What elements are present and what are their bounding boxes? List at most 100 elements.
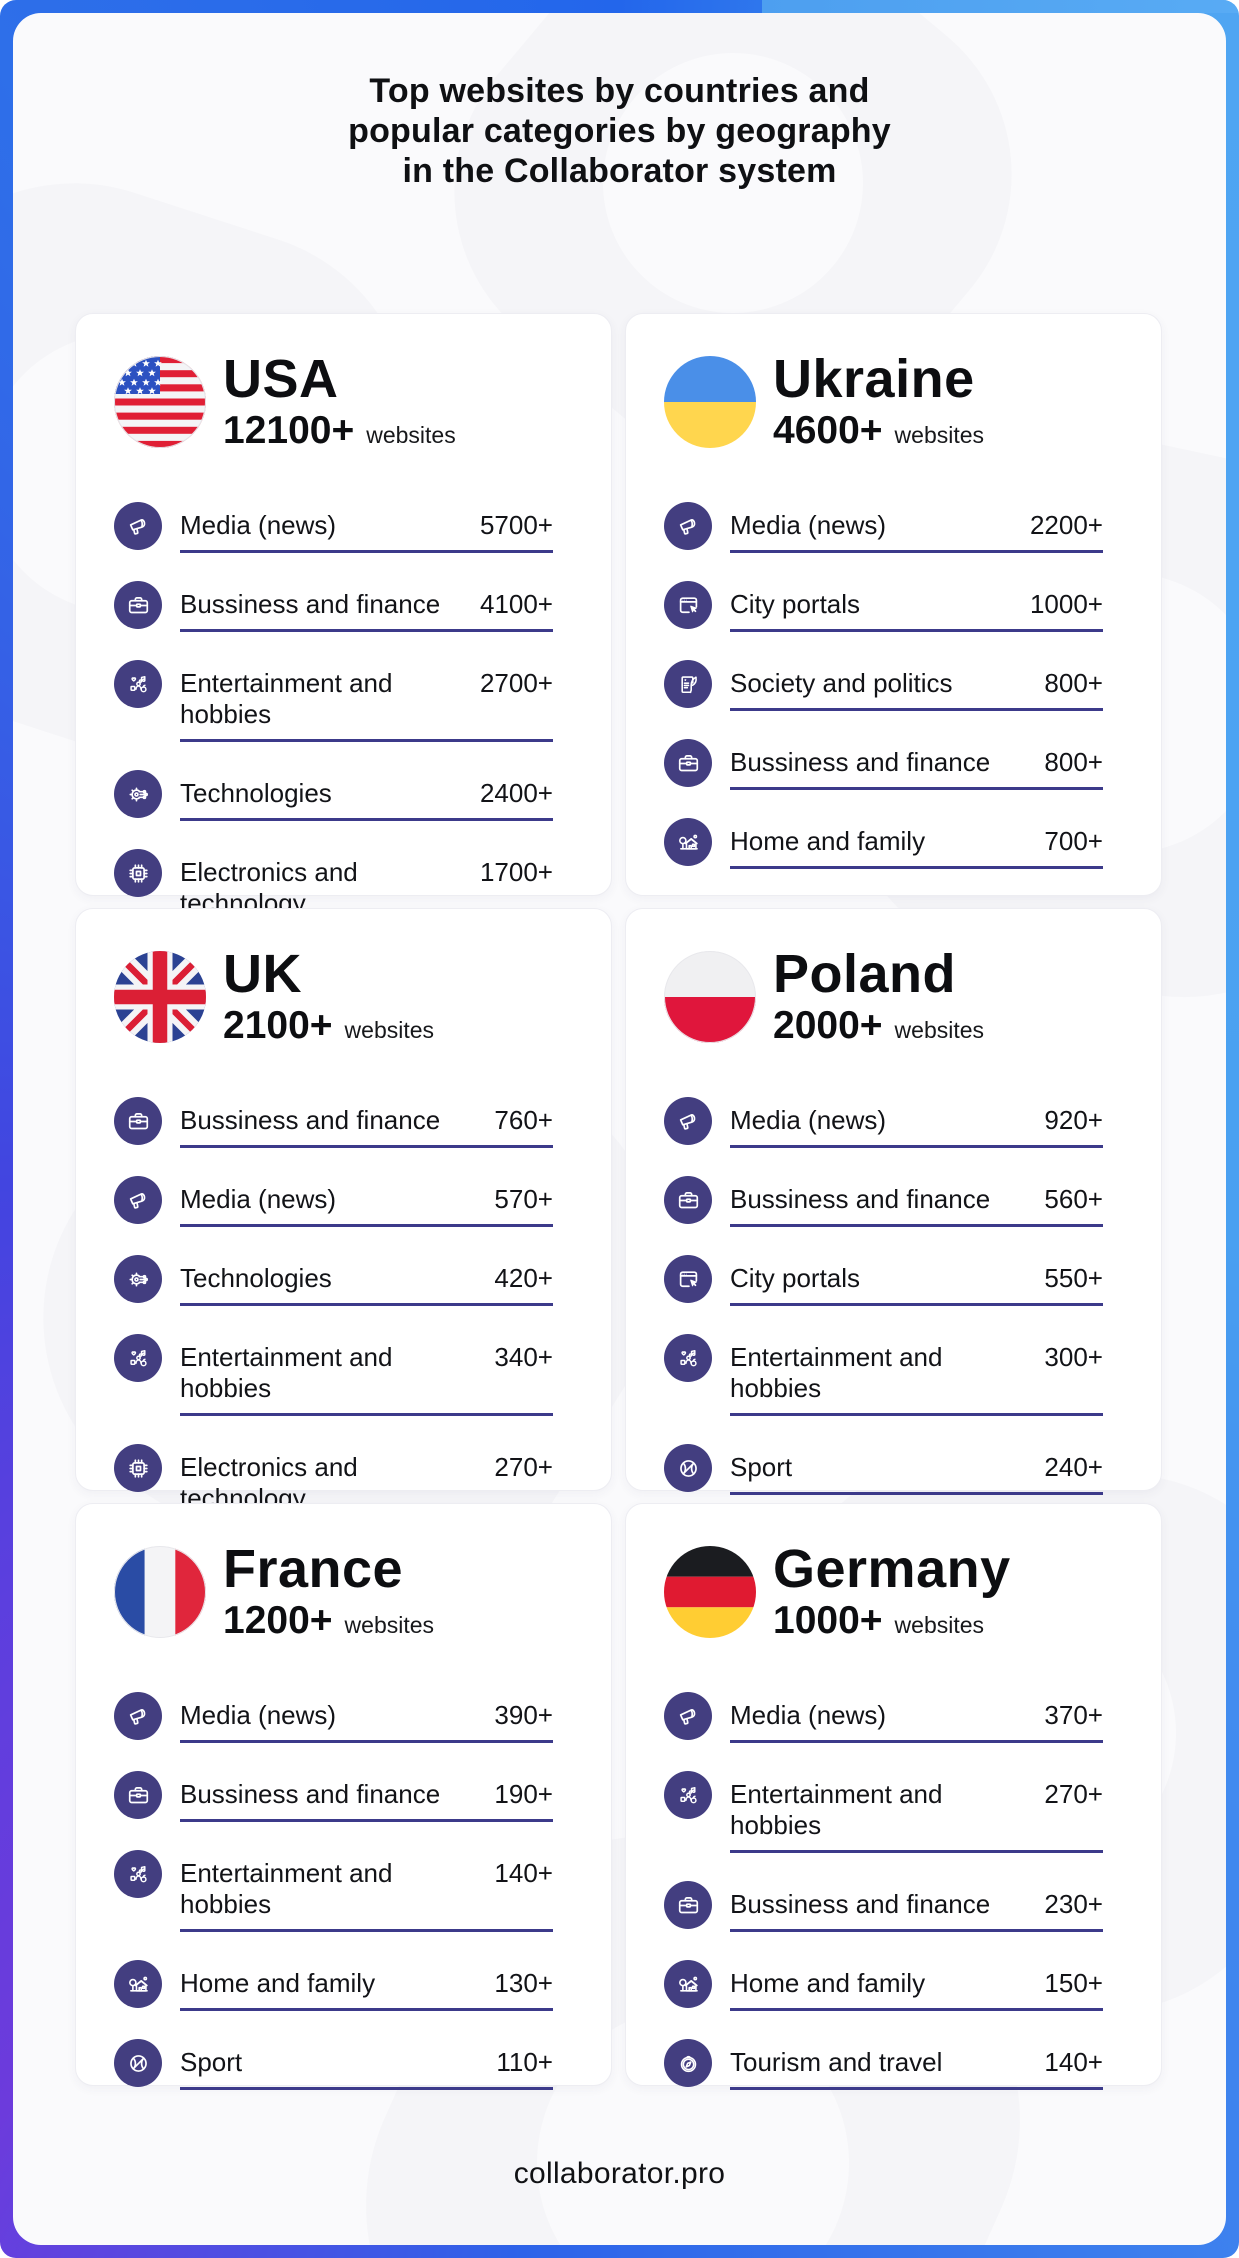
category-label: Bussiness and finance <box>180 1779 441 1809</box>
category-row: Sport 110+ <box>114 2039 553 2090</box>
category-value: 800+ <box>1044 668 1103 698</box>
category-row: Media (news) 570+ <box>114 1176 553 1227</box>
category-value: 1000+ <box>1029 589 1103 619</box>
card-header: Ukraine 4600+ websites <box>664 351 1103 452</box>
category-label: Bussiness and finance <box>730 1184 991 1214</box>
megaphone-icon <box>664 1097 712 1145</box>
briefcase-icon <box>114 1097 162 1145</box>
category-row: Media (news) 370+ <box>664 1692 1103 1743</box>
category-value: 1700+ <box>479 857 553 887</box>
briefcase-icon <box>114 581 162 629</box>
country-card-uk: UK 2100+ websites Bussiness and finance 7… <box>75 908 612 1526</box>
usa-flag-icon <box>114 356 206 448</box>
category-value: 110+ <box>496 2047 553 2077</box>
category-label: Sport <box>730 1452 793 1482</box>
country-name: France <box>223 1539 404 1599</box>
basketball-icon <box>114 2039 162 2087</box>
category-value: 130+ <box>494 1968 553 1998</box>
gear-circuit-icon <box>114 1255 162 1303</box>
category-value: 390+ <box>494 1700 553 1730</box>
category-label: Media (news) <box>730 1105 887 1135</box>
category-value: 230+ <box>1044 1889 1103 1919</box>
category-value: 340+ <box>494 1342 553 1372</box>
germany-flag-icon <box>664 1546 756 1638</box>
website-count-suffix: websites <box>894 1017 985 1043</box>
website-count-suffix: websites <box>344 1612 435 1638</box>
category-label: Technologies <box>180 1263 332 1293</box>
category-list: Bussiness and finance 760+ Media (news) 57… <box>114 1097 553 1526</box>
category-row: Entertainment and hobbies 2700+ <box>114 660 553 742</box>
category-row: Electronics and technology 270+ <box>114 1444 553 1526</box>
category-row: Technologies 2400+ <box>114 770 553 821</box>
category-label: Home and family <box>730 826 926 856</box>
megaphone-icon <box>664 502 712 550</box>
country-name: UK <box>223 944 302 1004</box>
website-count: 12100+ <box>223 409 355 452</box>
category-value: 2700+ <box>479 668 553 698</box>
uk-flag-icon <box>114 951 206 1043</box>
entertainment-collage-icon <box>114 1334 162 1382</box>
category-value: 920+ <box>1044 1105 1103 1135</box>
website-count-suffix: websites <box>894 422 985 448</box>
country-card-germany: Germany 1000+ websites Media (news) 370+ <box>625 1503 1162 2090</box>
category-label: Bussiness and finance <box>730 1889 991 1919</box>
category-value: 270+ <box>494 1452 553 1482</box>
website-count: 2000+ <box>773 1004 883 1047</box>
website-count-suffix: websites <box>344 1017 435 1043</box>
category-list: Media (news) 5700+ Bussiness and finance 4… <box>114 502 553 931</box>
category-value: 800+ <box>1044 747 1103 777</box>
category-row: City portals 1000+ <box>664 581 1103 632</box>
category-value: 370+ <box>1044 1700 1103 1730</box>
megaphone-icon <box>114 1692 162 1740</box>
country-card-france: France 1200+ websites Media (news) 390+ <box>75 1503 612 2090</box>
category-label: Media (news) <box>180 1700 337 1730</box>
category-row: Bussiness and finance 230+ <box>664 1881 1103 1932</box>
category-label: Tourism and travel <box>730 2047 943 2077</box>
infographic-body: Top websites by countries and popular ca… <box>13 13 1226 2245</box>
category-value: 4100+ <box>479 589 553 619</box>
category-row: Bussiness and finance 190+ <box>114 1771 553 1822</box>
card-header: Germany 1000+ websites <box>664 1541 1103 1642</box>
briefcase-icon <box>114 1771 162 1819</box>
category-label: Home and family <box>730 1968 926 1998</box>
card-header: USA 12100+ websites <box>114 349 553 452</box>
category-label: Media (news) <box>180 1184 337 1214</box>
category-row: Entertainment and hobbies 340+ <box>114 1334 553 1416</box>
category-value: 140+ <box>1044 2047 1103 2077</box>
category-label: Entertainment and hobbies <box>180 1342 393 1403</box>
compass-icon <box>664 2039 712 2087</box>
browser-cursor-icon <box>664 581 712 629</box>
briefcase-icon <box>664 1176 712 1224</box>
category-value: 240+ <box>1044 1452 1103 1482</box>
category-row: Entertainment and hobbies 140+ <box>114 1850 553 1932</box>
page-title: Top websites by countries and popular ca… <box>13 71 1226 191</box>
category-row: Media (news) 2200+ <box>664 502 1103 553</box>
category-row: Home and family 700+ <box>664 818 1103 869</box>
category-value: 150+ <box>1044 1968 1103 1998</box>
website-count: 2100+ <box>223 1004 333 1047</box>
category-value: 570+ <box>494 1184 553 1214</box>
category-list: Media (news) 370+ Entertainment and hobbi… <box>664 1692 1103 2090</box>
category-row: Media (news) 920+ <box>664 1097 1103 1148</box>
website-count-suffix: websites <box>366 422 456 448</box>
category-label: Entertainment and hobbies <box>730 1342 943 1403</box>
country-name: USA <box>223 349 339 409</box>
megaphone-icon <box>114 1176 162 1224</box>
house-tree-icon <box>114 1960 162 2008</box>
category-value: 140+ <box>494 1858 553 1888</box>
category-row: City portals 550+ <box>664 1255 1103 1306</box>
gear-circuit-icon <box>114 770 162 818</box>
megaphone-icon <box>664 1692 712 1740</box>
category-label: Entertainment and hobbies <box>730 1779 943 1840</box>
category-row: Media (news) 5700+ <box>114 502 553 553</box>
category-row: Bussiness and finance 800+ <box>664 739 1103 790</box>
category-label: Home and family <box>180 1968 376 1998</box>
category-row: Entertainment and hobbies 270+ <box>664 1771 1103 1853</box>
website-count: 1000+ <box>773 1599 883 1642</box>
category-value: 700+ <box>1044 826 1103 856</box>
category-value: 420+ <box>494 1263 553 1293</box>
card-header: Poland 2000+ websites <box>664 946 1103 1047</box>
france-flag-icon <box>114 1546 206 1638</box>
country-card-ukraine: Ukraine 4600+ websites Media (news) 2200+ <box>625 313 1162 896</box>
